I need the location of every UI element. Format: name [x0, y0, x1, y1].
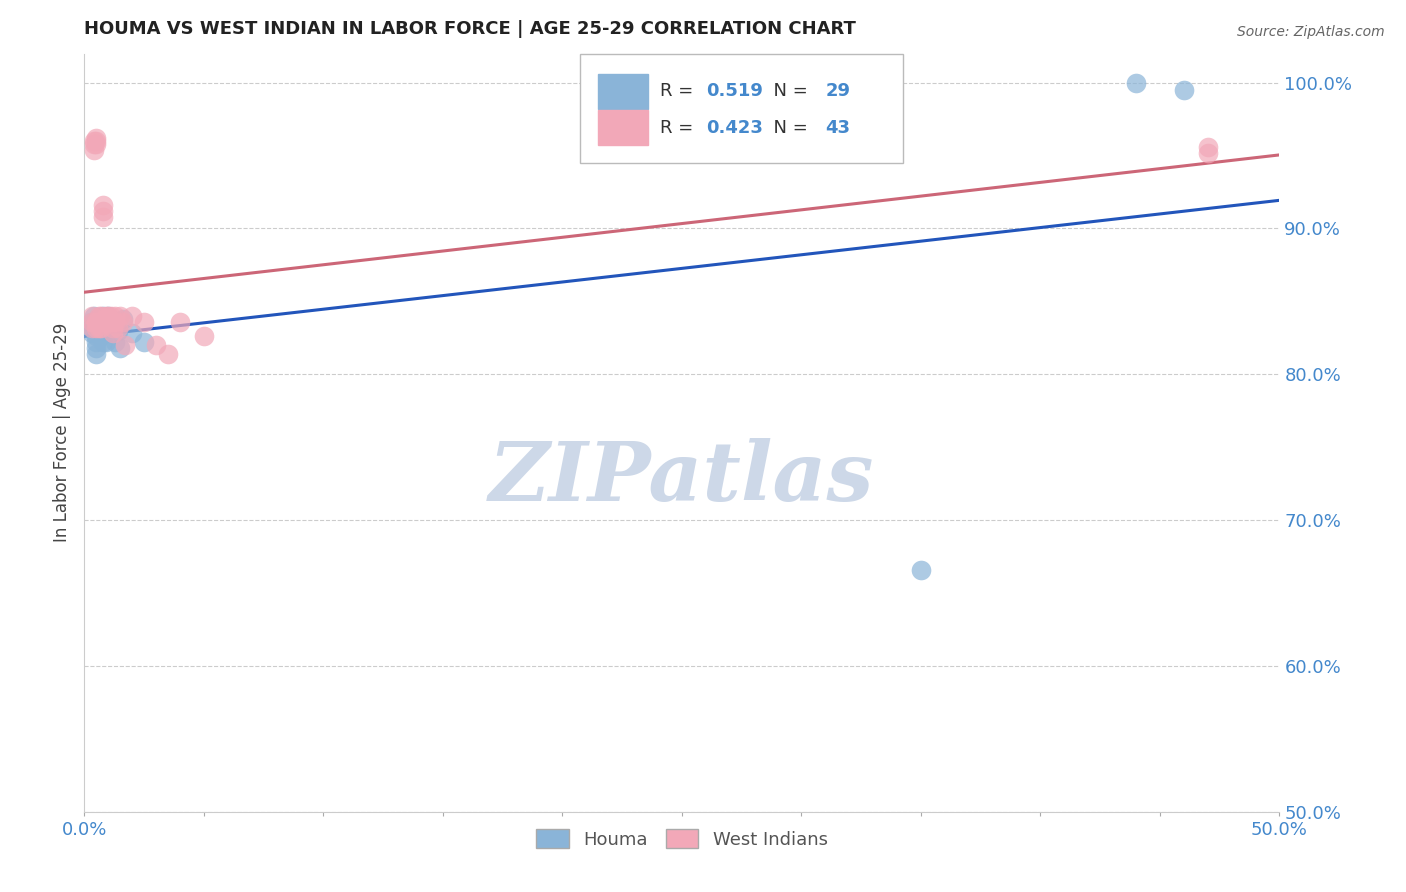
Point	[193, 329, 215, 343]
Point	[93, 335, 115, 350]
Point	[114, 338, 136, 352]
Text: Source: ZipAtlas.com: Source: ZipAtlas.com	[1237, 25, 1385, 39]
Point	[94, 312, 117, 326]
Point	[101, 326, 124, 341]
Text: HOUMA VS WEST INDIAN IN LABOR FORCE | AGE 25-29 CORRELATION CHART: HOUMA VS WEST INDIAN IN LABOR FORCE | AG…	[84, 21, 856, 38]
Point	[90, 309, 112, 323]
Point	[97, 315, 120, 329]
Point	[93, 210, 115, 224]
Point	[94, 309, 117, 323]
Point	[86, 320, 108, 334]
Text: 43: 43	[825, 119, 851, 136]
Point	[111, 312, 134, 326]
Point	[80, 309, 103, 323]
FancyBboxPatch shape	[599, 111, 648, 145]
Point	[132, 315, 156, 329]
Point	[86, 136, 108, 151]
Point	[87, 315, 110, 329]
Point	[80, 320, 103, 334]
Point	[83, 309, 105, 323]
Point	[80, 320, 103, 334]
Point	[121, 326, 143, 341]
Point	[87, 312, 110, 326]
Point	[80, 326, 103, 341]
Point	[80, 315, 103, 329]
Point	[1173, 83, 1195, 97]
Point	[86, 329, 108, 343]
Point	[1197, 145, 1219, 160]
Legend: Houma, West Indians: Houma, West Indians	[529, 822, 835, 855]
Point	[110, 341, 132, 355]
Text: 0.423: 0.423	[706, 119, 762, 136]
Y-axis label: In Labor Force | Age 25-29: In Labor Force | Age 25-29	[53, 323, 72, 542]
Point	[90, 329, 112, 343]
Point	[90, 324, 112, 338]
Point	[86, 335, 108, 350]
Point	[107, 320, 129, 334]
Point	[83, 143, 105, 157]
Point	[87, 320, 110, 334]
Point	[93, 198, 115, 212]
Point	[107, 324, 129, 338]
Text: 29: 29	[825, 82, 851, 101]
Point	[83, 318, 105, 332]
Point	[93, 204, 115, 219]
Point	[94, 315, 117, 329]
Point	[121, 309, 143, 323]
Point	[94, 335, 117, 350]
Text: 0.519: 0.519	[706, 82, 762, 101]
Point	[83, 136, 105, 151]
Point	[169, 315, 191, 329]
FancyBboxPatch shape	[581, 54, 903, 163]
Point	[87, 309, 110, 323]
Point	[111, 315, 134, 329]
Point	[86, 315, 108, 329]
Point	[97, 309, 120, 323]
Point	[1197, 140, 1219, 154]
Point	[104, 309, 127, 323]
Point	[104, 335, 127, 350]
Point	[90, 315, 112, 329]
Point	[86, 341, 108, 355]
Point	[100, 312, 122, 326]
Point	[100, 309, 122, 323]
Point	[87, 319, 110, 334]
Point	[132, 335, 156, 350]
Point	[86, 134, 108, 148]
Point	[104, 315, 127, 329]
FancyBboxPatch shape	[599, 74, 648, 109]
Point	[94, 315, 117, 329]
Text: ZIPatlas: ZIPatlas	[489, 438, 875, 518]
Text: N =: N =	[762, 119, 814, 136]
Point	[1125, 76, 1147, 90]
Point	[93, 309, 115, 323]
Point	[80, 315, 103, 329]
Point	[86, 131, 108, 145]
Text: N =: N =	[762, 82, 814, 101]
Point	[101, 315, 124, 329]
Point	[100, 315, 122, 329]
Point	[86, 347, 108, 361]
Point	[90, 320, 112, 334]
Text: R =: R =	[661, 82, 699, 101]
Point	[110, 309, 132, 323]
Text: R =: R =	[661, 119, 699, 136]
Point	[145, 338, 167, 352]
Point	[83, 134, 105, 148]
Point	[910, 563, 932, 577]
Point	[101, 320, 124, 334]
Point	[97, 309, 120, 323]
Point	[157, 347, 180, 361]
